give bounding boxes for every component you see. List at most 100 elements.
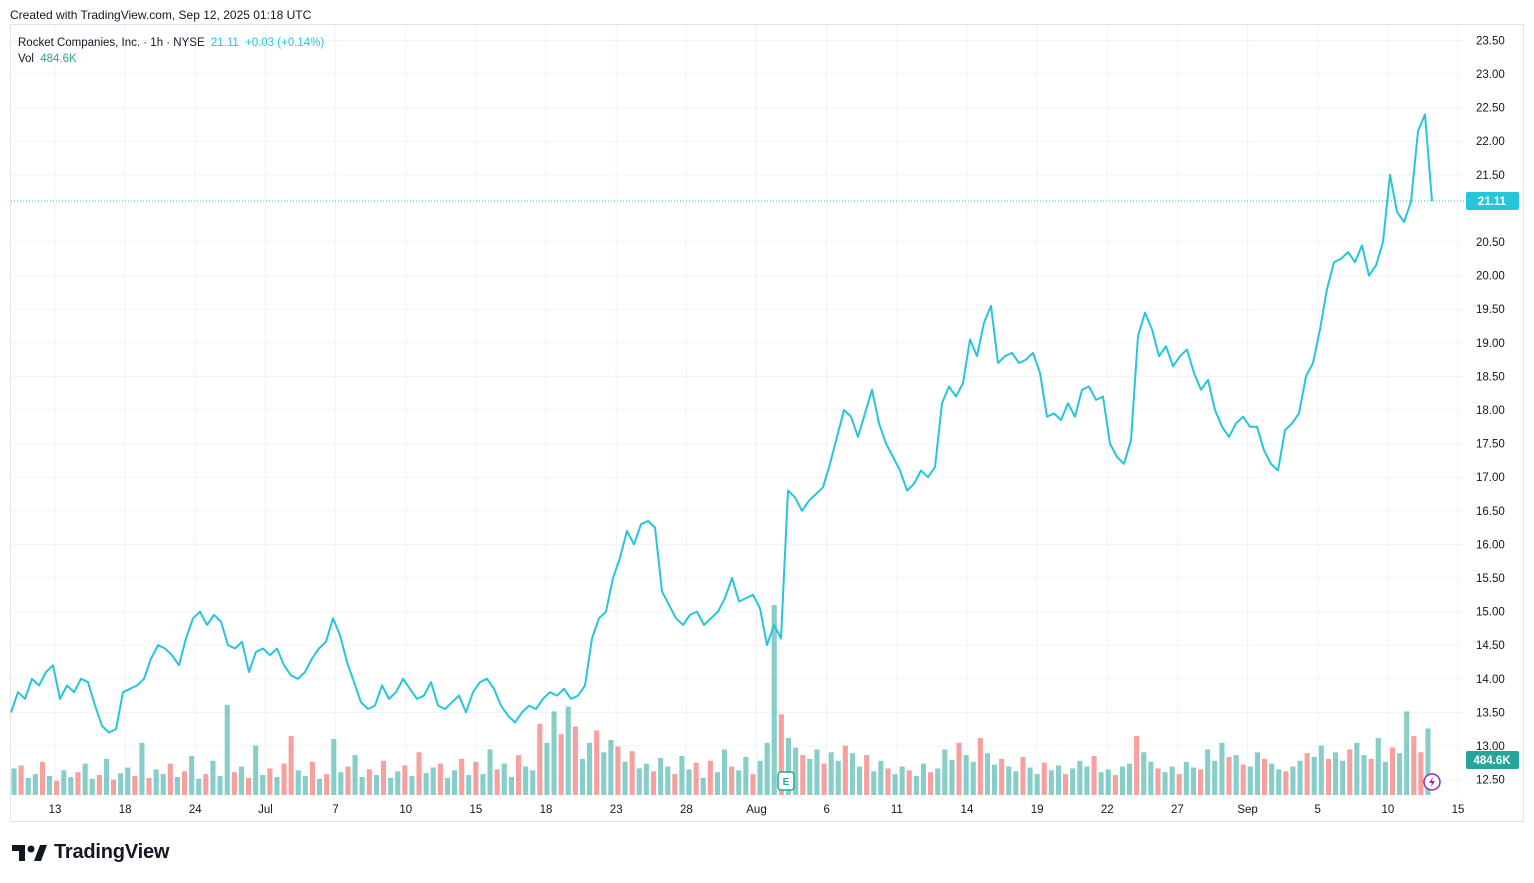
volume-bar [210,760,216,795]
volume-bar [246,777,252,795]
volume-bar [1418,752,1424,796]
volume-bar [1382,761,1388,796]
volume-bar [530,770,536,795]
volume-tag-bg [1466,751,1519,769]
volume-bar [1389,747,1395,795]
volume-bar [338,772,344,795]
volume-bar [913,776,919,795]
volume-bar [814,749,820,795]
x-tick-label: 13 [49,804,62,816]
volume-bar [658,758,664,796]
x-tick-label: 10 [399,804,412,816]
volume-bar [381,760,387,795]
volume-bar [352,755,358,795]
volume-bar [302,776,308,795]
volume-bar [842,745,848,795]
volume-bar [281,763,287,795]
volume-bar [1219,742,1225,796]
volume-bar [1148,761,1154,796]
volume-bar [963,755,969,795]
price-series-line [10,113,1433,734]
volume-bar [182,771,188,796]
volume-bar [1112,775,1118,795]
volume-bar [679,756,685,795]
volume-bar [1141,752,1147,796]
y-tick-label: 20.50 [1476,237,1505,249]
volume-bar [238,766,244,795]
volume-bar [1318,745,1324,795]
y-tick-label: 14.50 [1476,640,1505,652]
tradingview-logo-icon [12,844,47,861]
volume-bar [423,773,429,795]
volume-bar [260,775,266,795]
x-tick-label: 18 [119,804,132,816]
volume-bar [1325,758,1331,795]
y-tick-label: 22.50 [1476,103,1505,115]
lightning-icon[interactable] [1423,773,1441,791]
volume-bar [1347,749,1353,795]
tradingview-logo[interactable]: TradingView [12,841,169,864]
volume-bar [622,761,628,796]
volume-bar [1226,757,1232,795]
volume-bar [1304,753,1310,795]
volume-bar [366,769,372,796]
volume-bar [1127,763,1133,795]
volume-bar [82,763,88,795]
volume-bar [288,736,294,795]
y-tick-label: 18.00 [1476,405,1505,417]
volume-bar [132,776,138,795]
volume-bar [1290,766,1296,795]
volume-bar [118,773,124,795]
earnings-marker[interactable]: E [777,771,795,791]
y-tick-label: 15.50 [1476,573,1505,585]
volume-bar [579,758,585,795]
last-price-tag-bg [1466,192,1519,211]
volume-bar [89,778,95,796]
volume-bar [572,726,578,795]
volume-bar [636,768,642,795]
volume-bar [1027,767,1033,795]
x-tick-label: 27 [1171,804,1184,816]
x-tick-label: 14 [961,804,974,816]
volume-bar [253,745,259,795]
volume-bar [608,739,614,795]
x-tick-label: Sep [1237,804,1257,816]
y-tick-label: 13.50 [1476,707,1505,719]
created-caption: Created with TradingView.com, Sep 12, 20… [10,8,312,22]
volume-bar [1091,756,1097,795]
volume-bar [1247,766,1253,795]
volume-bar [75,772,81,795]
volume-bar [516,755,522,795]
volume-bar [970,761,976,796]
volume-bar [1155,768,1161,795]
volume-bar [267,768,273,795]
volume-bar [373,775,379,795]
x-tick-label: 19 [1031,804,1044,816]
volume-bar [111,779,117,795]
volume-bar [1404,711,1410,795]
y-axis-labels: 23.50 23.00 22.50 22.00 21.50 20.50 20.00 19.50… [1476,35,1505,786]
volume-bar [196,778,202,796]
volume-bar [1411,736,1417,795]
last-price: 21.11 [210,37,239,49]
volume-bar [1006,766,1012,795]
y-tick-label: 14.00 [1476,674,1505,686]
volume-bar [750,774,756,795]
volume-bar [1262,758,1268,795]
volume-bar [700,777,706,795]
volume-bar [430,767,436,795]
volume-bar [686,769,692,796]
y-tick-label: 16.50 [1476,506,1505,518]
volume-bar [1375,738,1381,795]
volume-bar [672,774,678,795]
volume-bar [1269,763,1275,795]
volume-bar [68,777,74,796]
volume-bar [1084,766,1090,795]
volume-bar [174,777,180,796]
volume-bar [984,753,990,795]
volume-bar [452,770,458,795]
volume-bar [395,771,401,796]
y-tick-label: 13.00 [1476,741,1505,753]
x-tick-label: 23 [610,804,623,816]
